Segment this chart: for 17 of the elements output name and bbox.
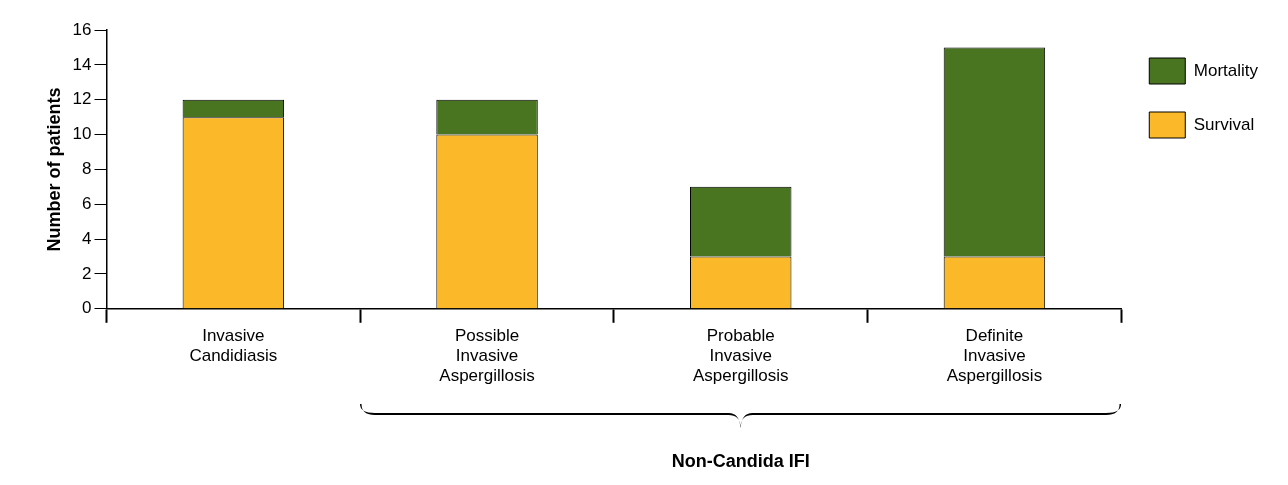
y-tick-label: 2 (82, 263, 92, 283)
x-tick-label: Possible Invasive Aspergillosis (439, 325, 535, 386)
text: Non-Candida IFI (671, 450, 810, 471)
y-tick-label: 10 (72, 124, 92, 144)
legend-label: Survival (1193, 114, 1255, 134)
y-tick-label: 6 (82, 193, 92, 213)
y-axis-title: Number of patients (43, 87, 64, 252)
y-tick-label: 16 (72, 19, 92, 39)
y-tick-label: 12 (72, 89, 92, 109)
y-tick-label: 14 (72, 54, 92, 74)
y-tick-label: 0 (82, 298, 92, 318)
y-tick-label: 4 (82, 228, 92, 248)
x-tick-label: Definite Invasive Aspergillosis (946, 325, 1043, 386)
legend-label: Mortality (1193, 60, 1259, 80)
y-tick-label: 8 (82, 159, 92, 179)
x-tick-label: Invasive Candidiasis (189, 325, 278, 366)
x-tick-label: Probable Invasive Aspergillosis (693, 325, 789, 386)
